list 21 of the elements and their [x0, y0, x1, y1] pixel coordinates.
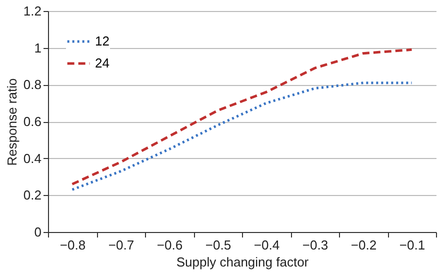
y-axis-title: Response ratio [4, 78, 20, 166]
x-axis-title: Supply changing factor [176, 254, 310, 270]
y-tick-label: 0.2 [23, 188, 42, 203]
x-tick-label: −0.3 [302, 238, 328, 252]
x-tick-label: −0.8 [60, 238, 86, 252]
x-tick-label: −0.4 [254, 238, 280, 252]
x-tick-label: −0.5 [205, 238, 232, 252]
line-series [71, 48, 413, 186]
y-tick-label: 1 [34, 40, 42, 56]
y-tick-label: 0 [34, 224, 42, 240]
y-tick-label: 0.6 [23, 114, 42, 129]
x-tick-label: −0.1 [399, 238, 426, 252]
x-tick-label: −0.7 [108, 238, 134, 252]
x-tick-label: −0.6 [156, 238, 183, 252]
line-series [71, 82, 413, 191]
y-tick-label: 0.8 [23, 77, 42, 92]
x-tick-label: −0.2 [350, 238, 377, 252]
y-tick-label: 1.2 [23, 4, 42, 18]
legend-label: 24 [95, 56, 110, 70]
y-tick-label: 0.4 [23, 150, 42, 166]
legend-label: 12 [95, 34, 110, 48]
